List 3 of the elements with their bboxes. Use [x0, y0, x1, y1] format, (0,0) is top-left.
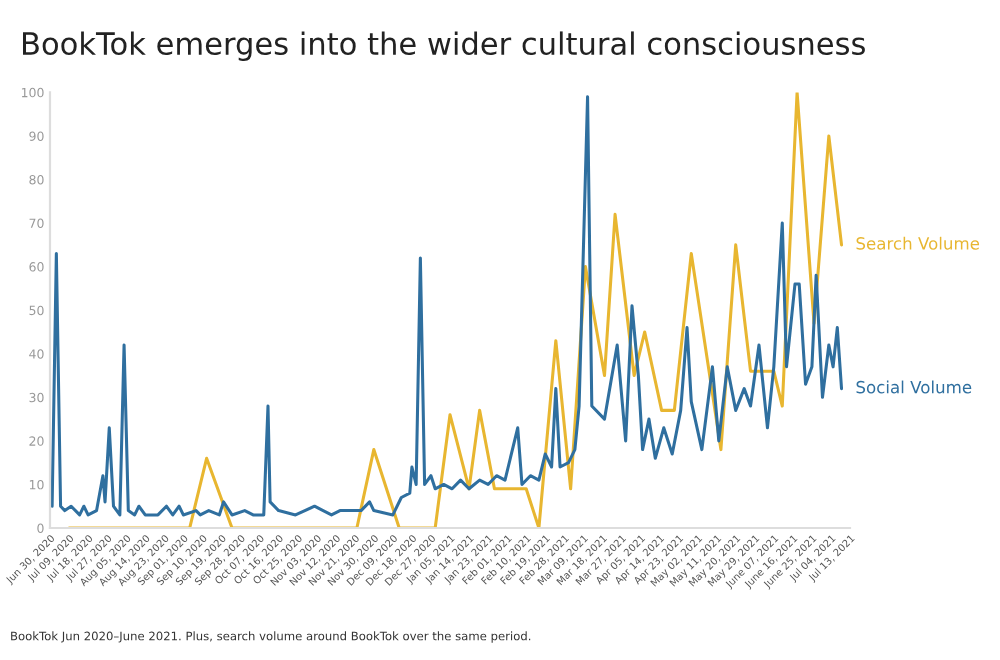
- series-label: Social Volume: [856, 380, 972, 394]
- series-label: Search Volume: [856, 236, 980, 250]
- chart-title: BookTok emerges into the wider cultural consciousness: [23, 31, 865, 61]
